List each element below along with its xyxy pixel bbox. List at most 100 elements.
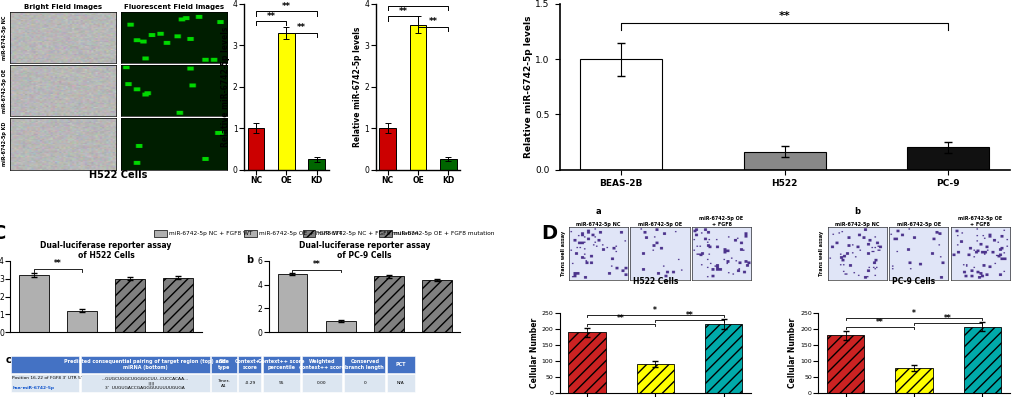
Text: a: a: [595, 207, 601, 216]
Text: Fluorescent Field Images: Fluorescent Field Images: [123, 4, 223, 10]
Title: miR-6742-5p NC: miR-6742-5p NC: [835, 222, 878, 227]
Text: A: A: [0, 0, 8, 2]
Text: Bright Field Images: Bright Field Images: [24, 4, 102, 10]
Bar: [895, 368, 931, 393]
Bar: [19, 275, 49, 332]
Text: **: **: [428, 17, 437, 26]
Text: 7mer-
A1: 7mer- A1: [217, 379, 230, 387]
Bar: [163, 278, 193, 332]
FancyBboxPatch shape: [263, 356, 300, 373]
FancyBboxPatch shape: [302, 374, 342, 392]
Y-axis label: Relative miR-6742-5p levels: Relative miR-6742-5p levels: [221, 27, 230, 147]
Text: miR-6742-5p NC + FGF8 WT: miR-6742-5p NC + FGF8 WT: [169, 231, 253, 236]
Bar: [248, 128, 264, 170]
Y-axis label: Cellular Number: Cellular Number: [788, 318, 797, 388]
FancyBboxPatch shape: [379, 230, 391, 237]
FancyBboxPatch shape: [344, 374, 385, 392]
Text: **: **: [779, 11, 790, 21]
Bar: [325, 322, 356, 332]
Bar: [963, 327, 1000, 393]
Text: -0.29: -0.29: [245, 382, 256, 385]
Bar: [439, 159, 457, 170]
Bar: [373, 276, 404, 332]
Text: Position 16-22 of FGF8 3' UTR 5': Position 16-22 of FGF8 3' UTR 5': [12, 376, 83, 380]
Bar: [568, 332, 605, 393]
Bar: [115, 279, 145, 332]
Text: 0.00: 0.00: [317, 382, 326, 385]
Title: miR-6742-5p OE: miR-6742-5p OE: [896, 222, 940, 227]
Text: hsa-miR-6742-5p: hsa-miR-6742-5p: [12, 386, 54, 390]
FancyBboxPatch shape: [303, 230, 315, 237]
Text: Site
type: Site type: [218, 359, 230, 370]
Text: B: B: [460, 0, 475, 3]
Bar: [580, 59, 661, 170]
Text: D: D: [541, 224, 557, 243]
Text: *: *: [653, 306, 656, 315]
Bar: [278, 33, 294, 170]
Text: ...GUGCUGGCUGGGGCUU--CUCCACAA...
         ||||
3'  UUGUGACCGAGGGUUUUUUGUGA: ...GUGCUGGCUGGGGCUU--CUCCACAA... |||| 3'…: [102, 377, 189, 390]
Text: **: **: [685, 310, 693, 320]
Text: Weighted
context++ score: Weighted context++ score: [299, 359, 344, 370]
FancyBboxPatch shape: [11, 374, 79, 392]
Y-axis label: Relative miR-6742-5p levels: Relative miR-6742-5p levels: [523, 15, 532, 158]
Text: **: **: [616, 314, 625, 324]
FancyBboxPatch shape: [81, 374, 210, 392]
Text: **: **: [267, 12, 275, 21]
Text: Predicted consequential pairing of target region (top) and
miRNA (bottom): Predicted consequential pairing of targe…: [64, 359, 226, 370]
Text: **: **: [944, 314, 951, 323]
Text: **: **: [313, 260, 320, 269]
Y-axis label: Cellular Number: Cellular Number: [529, 318, 538, 388]
Text: **: **: [413, 0, 422, 5]
Title: miR-6742-5p OE
+ FGF8: miR-6742-5p OE + FGF8: [957, 216, 1002, 227]
Text: Conserved
branch length: Conserved branch length: [345, 359, 384, 370]
FancyBboxPatch shape: [344, 356, 385, 373]
FancyBboxPatch shape: [245, 230, 257, 237]
Text: H522 Cells: H522 Cells: [90, 170, 148, 180]
Y-axis label: Relative miR-6742-5p levels: Relative miR-6742-5p levels: [353, 27, 362, 147]
FancyBboxPatch shape: [238, 356, 261, 373]
Text: PCT: PCT: [395, 362, 406, 367]
Bar: [308, 159, 325, 170]
Text: **: **: [398, 7, 407, 15]
Text: Context++ score
percentile: Context++ score percentile: [258, 359, 305, 370]
Bar: [410, 25, 426, 170]
Y-axis label: miR-6742-5p OE: miR-6742-5p OE: [2, 69, 7, 113]
FancyBboxPatch shape: [386, 356, 414, 373]
Text: 95: 95: [278, 382, 284, 385]
Bar: [826, 335, 864, 393]
Title: miR-6742-5p NC: miR-6742-5p NC: [576, 222, 621, 227]
Text: miR-6742-5p OE + FGF8 mutation: miR-6742-5p OE + FGF8 mutation: [394, 231, 494, 236]
Text: 0: 0: [363, 382, 366, 385]
Text: Trans well assay: Trans well assay: [560, 231, 565, 276]
Text: **: **: [281, 2, 290, 11]
FancyBboxPatch shape: [386, 374, 414, 392]
Bar: [67, 311, 97, 332]
FancyBboxPatch shape: [11, 356, 79, 373]
Text: a: a: [16, 0, 24, 1]
FancyBboxPatch shape: [211, 374, 236, 392]
Title: Dual-luciferase reporter assay
of H522 Cells: Dual-luciferase reporter assay of H522 C…: [41, 241, 171, 260]
FancyBboxPatch shape: [263, 374, 300, 392]
Text: H522 Cells: H522 Cells: [632, 277, 678, 286]
Bar: [907, 147, 988, 170]
Text: Trans well assay: Trans well assay: [818, 231, 823, 276]
FancyBboxPatch shape: [81, 356, 210, 373]
Title: miR-6742-5p OE: miR-6742-5p OE: [637, 222, 682, 227]
Text: N/A: N/A: [396, 382, 405, 385]
Text: c: c: [6, 355, 11, 365]
Text: miR-6742-5p NC + FGF8 mutation: miR-6742-5p NC + FGF8 mutation: [318, 231, 418, 236]
Bar: [743, 152, 824, 170]
FancyBboxPatch shape: [302, 356, 342, 373]
Text: PC-9 Cells: PC-9 Cells: [892, 277, 934, 286]
Bar: [379, 128, 395, 170]
FancyBboxPatch shape: [211, 356, 236, 373]
Title: miR-6742-5p OE
+ FGF8: miR-6742-5p OE + FGF8: [699, 216, 743, 227]
Bar: [422, 280, 451, 332]
Text: **: **: [54, 259, 62, 268]
Bar: [636, 364, 674, 393]
Text: Context++
score: Context++ score: [234, 359, 265, 370]
FancyBboxPatch shape: [154, 230, 167, 237]
Text: b: b: [246, 255, 253, 265]
Text: b: b: [360, 0, 368, 1]
Text: C: C: [0, 224, 6, 243]
